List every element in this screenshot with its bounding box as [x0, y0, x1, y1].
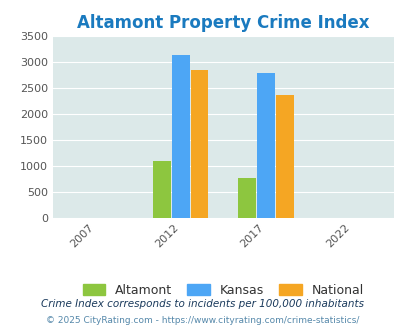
- Text: © 2025 CityRating.com - https://www.cityrating.com/crime-statistics/: © 2025 CityRating.com - https://www.city…: [46, 316, 359, 325]
- Bar: [153, 161, 171, 218]
- Bar: [256, 73, 274, 218]
- Legend: Altamont, Kansas, National: Altamont, Kansas, National: [77, 279, 368, 302]
- Text: Crime Index corresponds to incidents per 100,000 inhabitants: Crime Index corresponds to incidents per…: [41, 299, 364, 309]
- Title: Altamont Property Crime Index: Altamont Property Crime Index: [77, 14, 369, 32]
- Bar: [275, 95, 293, 218]
- Bar: [190, 70, 208, 218]
- Bar: [238, 178, 256, 218]
- Bar: [171, 55, 189, 218]
